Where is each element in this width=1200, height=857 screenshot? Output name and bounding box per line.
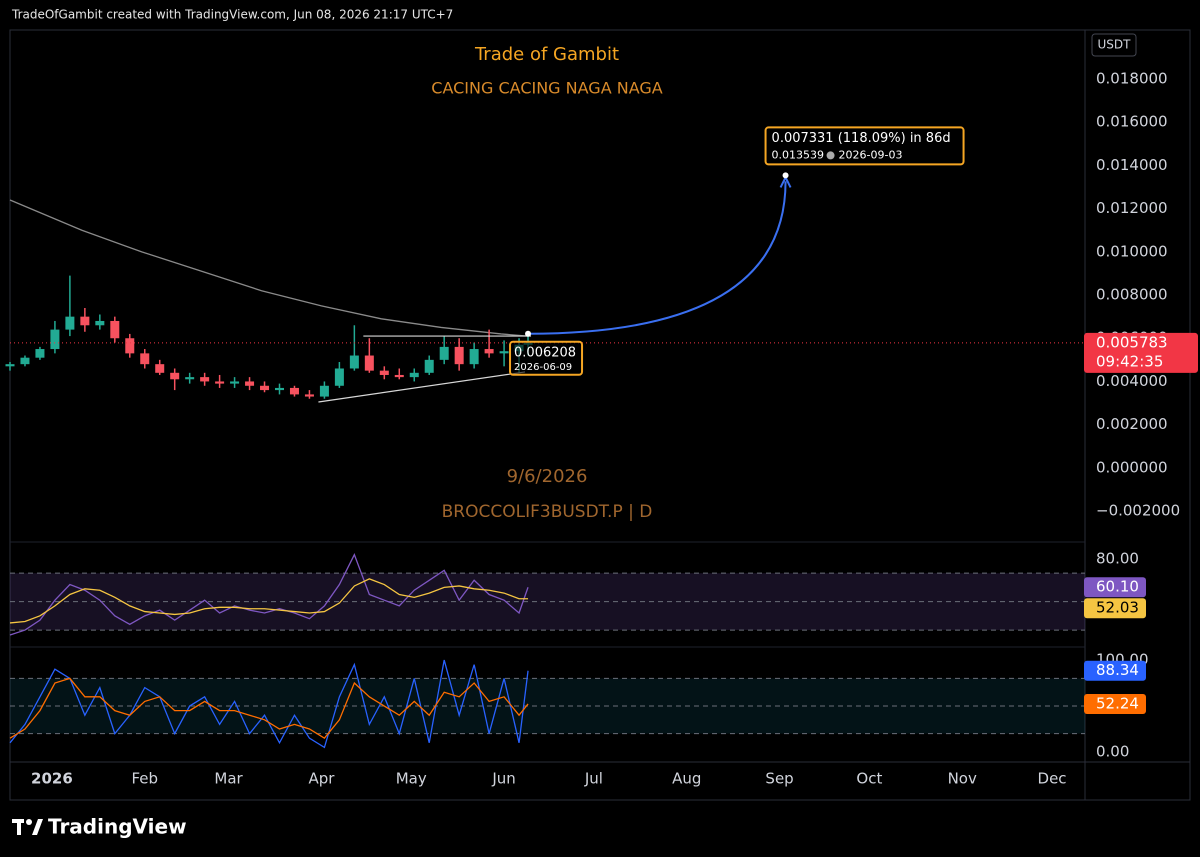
projection-start-date: 2026-06-09 [514, 362, 572, 373]
watermark: BROCCOLIF3BUSDT.P | D [442, 502, 653, 522]
value-label-box [1084, 660, 1146, 681]
y-tick-label: 0.000000 [1096, 458, 1168, 476]
candle-body [125, 338, 135, 354]
trendline [318, 371, 526, 403]
candle-body [484, 349, 494, 354]
candle-body [499, 351, 509, 354]
value-label-box [1084, 693, 1146, 714]
candle-body [50, 329, 60, 350]
x-tick-label: Sep [765, 770, 793, 788]
x-tick-label: Dec [1038, 770, 1067, 788]
value-label: 60.10 [1096, 578, 1139, 596]
candle-body [349, 355, 359, 369]
x-tick-label: Feb [131, 770, 158, 788]
countdown: 09:42:35 [1096, 352, 1163, 370]
currency: USDT [1098, 38, 1132, 52]
logo-icon [12, 819, 43, 835]
candle-body [469, 349, 479, 365]
value-label: 52.03 [1096, 599, 1139, 617]
header-credit: TradeOfGambit created with TradingView.c… [11, 8, 453, 22]
candle-body [334, 368, 344, 386]
candle-body [170, 372, 180, 380]
projection-date: 2026-09-03 [839, 148, 903, 161]
y-tick-label: 0.018000 [1096, 70, 1168, 88]
value-label: 88.34 [1096, 661, 1139, 679]
x-tick-label: Oct [856, 770, 882, 788]
candle-body [5, 364, 15, 367]
x-tick-label: Apr [308, 770, 335, 788]
candle-body [20, 357, 30, 365]
candle-body [289, 387, 299, 395]
y-tick-label: 0.00 [1096, 742, 1129, 760]
footer-logo: TradingView [48, 815, 187, 839]
candle-body [35, 349, 45, 358]
indicator-line [9, 578, 529, 624]
x-tick-label: Mar [214, 770, 243, 788]
value-label-box [1084, 598, 1146, 619]
x-tick-label: Nov [948, 770, 977, 788]
projection-start-box [509, 340, 584, 376]
clock-icon [826, 151, 835, 160]
candle-body [215, 381, 225, 384]
value-label: 52.24 [1096, 694, 1139, 712]
candle-body [260, 385, 270, 391]
projection-curve [528, 181, 787, 335]
y-tick-label: 0.010000 [1096, 242, 1168, 260]
x-tick-label: Jun [491, 770, 515, 788]
candle-body [274, 387, 284, 391]
last-price-label: 0.005783 [1096, 333, 1168, 351]
projection-start-price: 0.006208 [514, 345, 576, 360]
candle-body [319, 385, 329, 397]
candle-body [409, 372, 419, 378]
chart-frame [9, 29, 1191, 801]
chart-subtitle: CACING CACING NAGA NAGA [431, 79, 662, 98]
candle-body [379, 370, 389, 375]
x-tick-label: Aug [672, 770, 701, 788]
candle-body [245, 381, 255, 386]
candle-body [95, 320, 105, 326]
y-tick-label: 80.00 [1096, 549, 1139, 567]
value-label-box [1084, 577, 1146, 598]
x-tick-label: May [396, 770, 427, 788]
indicator-line [9, 677, 529, 740]
y-tick-label: 0.012000 [1096, 199, 1168, 217]
projection-change: 0.007331 (118.09%) in 86d [772, 131, 951, 146]
candle-body [364, 355, 374, 371]
indicator-line [9, 659, 529, 749]
projection-point [525, 330, 532, 337]
candle-body [65, 316, 75, 330]
y-tick-label: 0.004000 [1096, 372, 1168, 390]
candles [5, 199, 533, 399]
moving-average [9, 199, 529, 337]
y-tick-label: 0.002000 [1096, 415, 1168, 433]
projection-point [782, 172, 789, 179]
candle-body [394, 374, 404, 378]
candle-body [454, 346, 464, 365]
candle-body [80, 316, 90, 326]
candle-body [155, 364, 165, 373]
candle-body [110, 320, 120, 339]
candle-body [185, 377, 195, 380]
watermark: 9/6/2026 [507, 466, 588, 487]
x-tick-label: 2026 [31, 770, 73, 788]
y-tick-label: −0.002000 [1096, 502, 1180, 520]
candle-body [140, 353, 150, 365]
y-tick-label: 0.008000 [1096, 286, 1168, 304]
currency-box [1091, 33, 1137, 57]
chart-title: Trade of Gambit [474, 44, 619, 65]
y-tick-label: 0.016000 [1096, 113, 1168, 131]
y-tick-label: 0.014000 [1096, 156, 1168, 174]
projection-callout [764, 126, 965, 166]
projection-target: 0.013539 [772, 148, 825, 161]
last-price-box [1084, 332, 1198, 373]
candle-body [200, 377, 210, 382]
indicator-line [9, 553, 529, 636]
candle-body [304, 394, 314, 397]
candle-body [424, 359, 434, 373]
x-tick-label: Jul [584, 770, 603, 788]
candle-body [230, 381, 240, 384]
candle-body [439, 346, 449, 360]
